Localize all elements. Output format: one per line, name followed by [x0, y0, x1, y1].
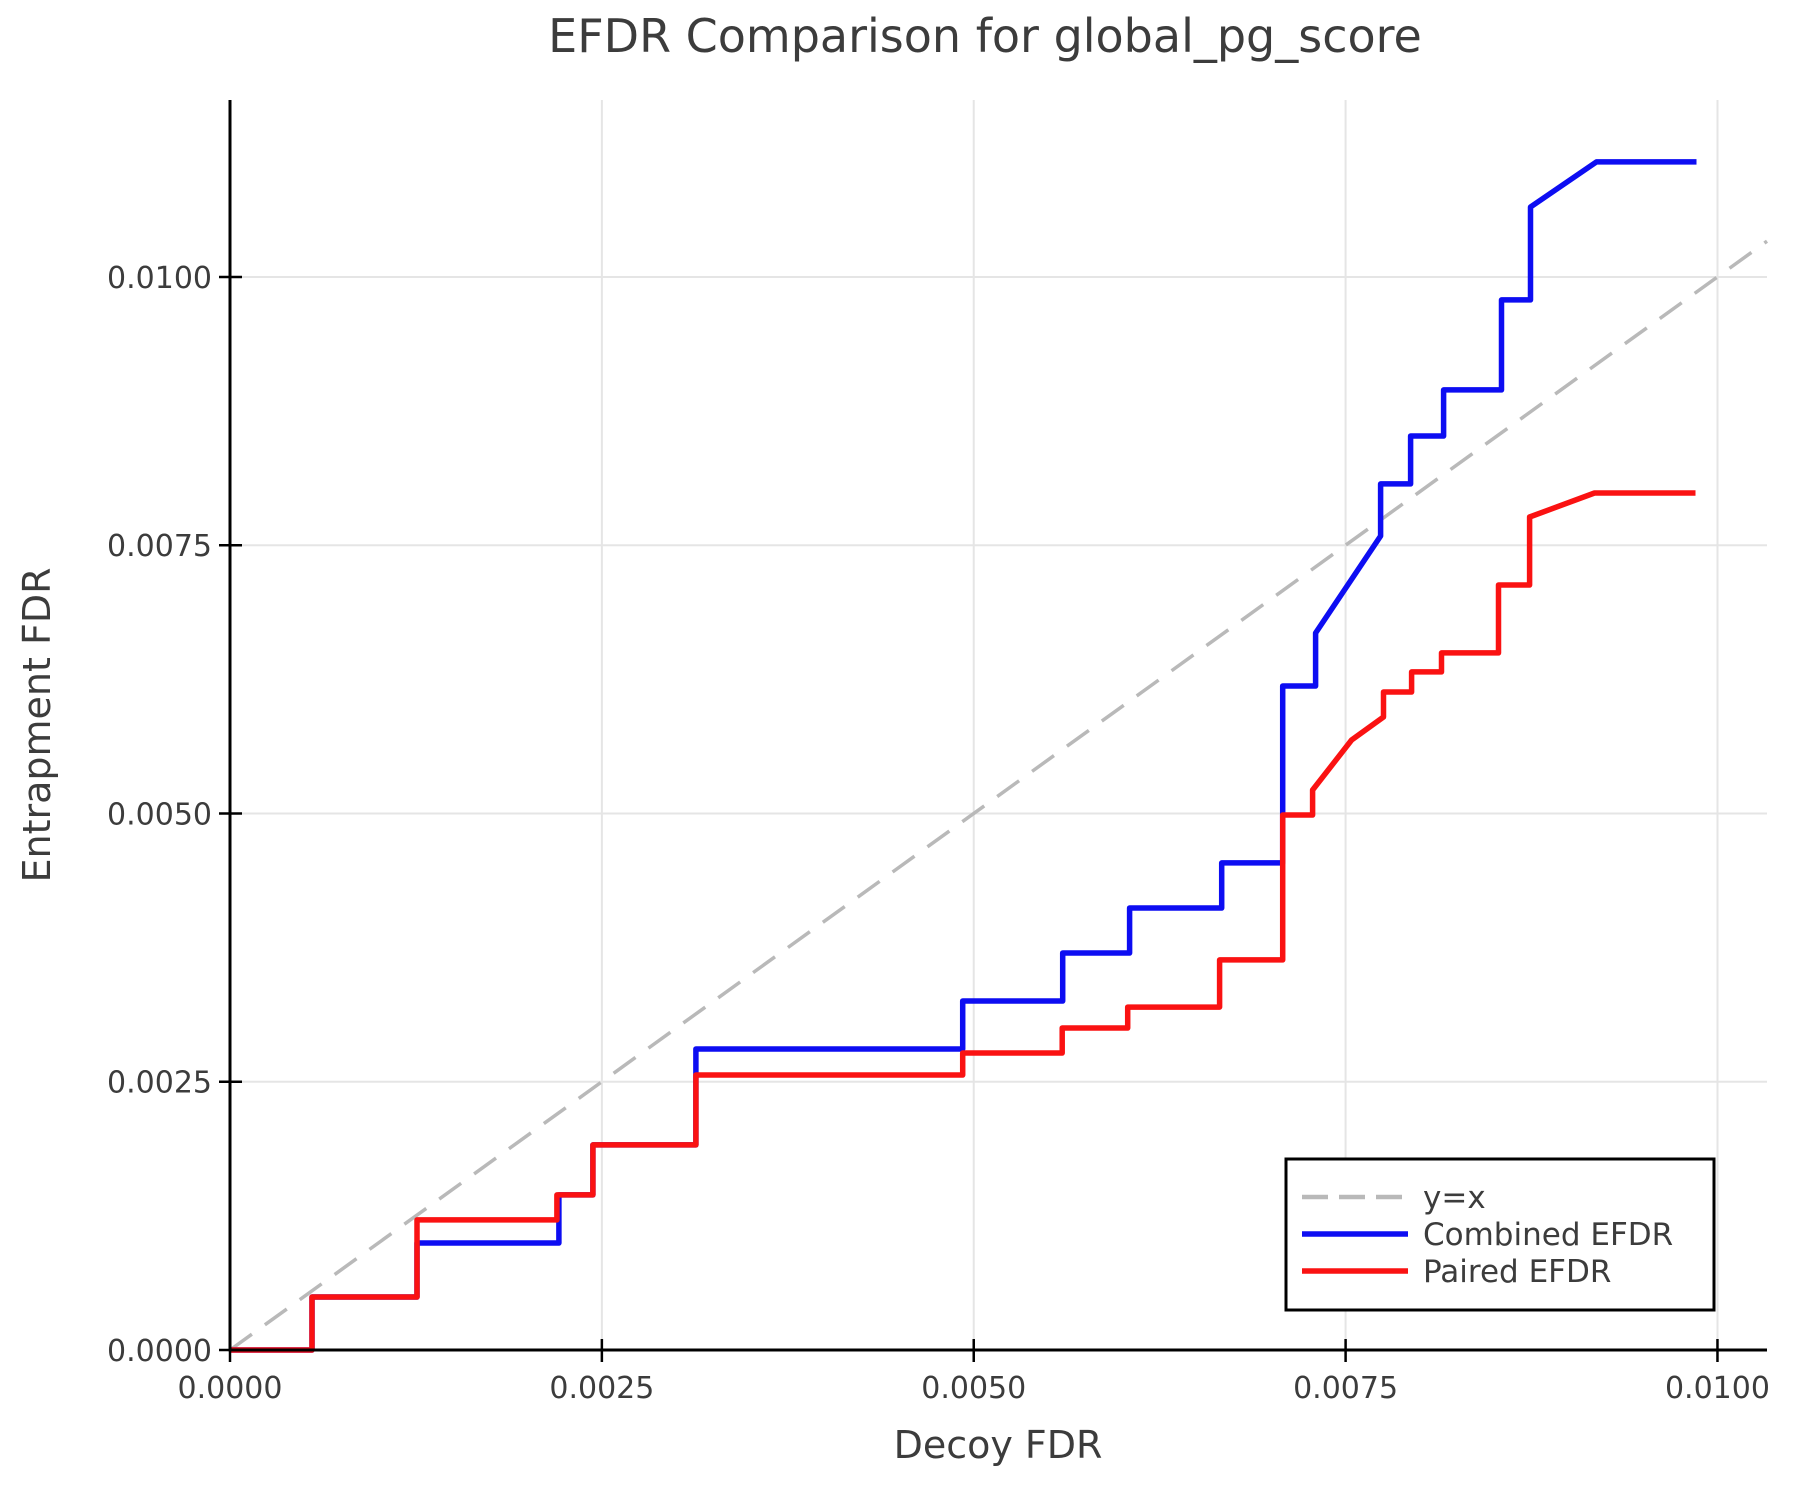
paired-efdr-line [230, 490, 1696, 1353]
x-axis-label: Decoy FDR [894, 1423, 1103, 1467]
y-tick-label: 0.0100 [107, 261, 212, 296]
x-tick-label: 0.0100 [1665, 1371, 1770, 1406]
legend-label: y=x [1423, 1180, 1486, 1216]
y-tick-label: 0.0075 [107, 529, 212, 564]
y-tick-label: 0.0000 [107, 1334, 212, 1369]
chart-title: EFDR Comparison for global_pg_score [548, 9, 1422, 63]
axes [219, 100, 1767, 1362]
x-tick-label: 0.0050 [921, 1371, 1026, 1406]
y-tick-label: 0.0050 [107, 797, 212, 832]
tick-labels: 0.0000 0.0025 0.0050 0.0075 0.0100 0.0000 0.00… [107, 261, 1770, 1406]
x-tick-label: 0.0075 [1293, 1371, 1398, 1406]
legend-label: Combined EFDR [1423, 1217, 1673, 1253]
data-series [228, 159, 1769, 1353]
y-axis-label: Entrapment FDR [15, 567, 59, 882]
y-tick-label: 0.0025 [107, 1066, 212, 1101]
identity-line [228, 239, 1769, 1352]
x-tick-label: 0.0000 [178, 1371, 283, 1406]
legend-label: Paired EFDR [1423, 1254, 1611, 1290]
x-tick-label: 0.0025 [549, 1371, 654, 1406]
